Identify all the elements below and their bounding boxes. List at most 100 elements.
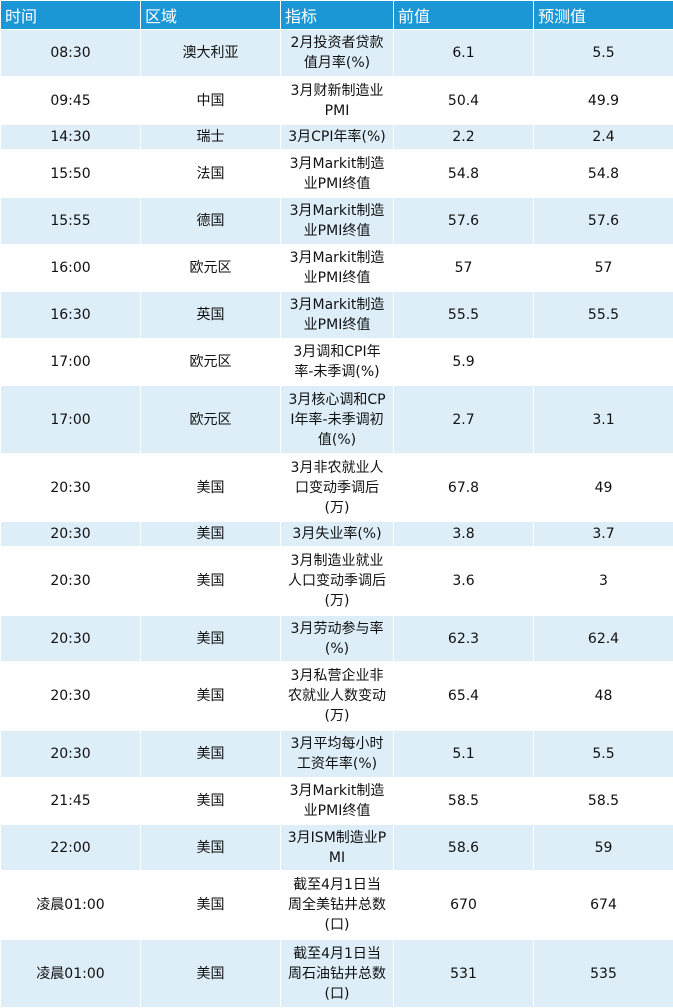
previous-cell: 67.8 <box>394 454 534 522</box>
time-cell: 17:00 <box>1 386 141 454</box>
forecast-cell: 57.6 <box>534 198 673 245</box>
previous-cell: 57 <box>394 245 534 292</box>
region-cell: 美国 <box>141 522 281 547</box>
time-cell: 16:00 <box>1 245 141 292</box>
indicator-cell: 3月Markit制造业PMI终值 <box>281 292 394 339</box>
previous-cell: 58.5 <box>394 778 534 825</box>
forecast-cell: 5.5 <box>534 30 673 77</box>
indicator-cell: 截至4月1日当周全美钻井总数(口) <box>281 871 394 940</box>
time-cell: 17:00 <box>1 339 141 386</box>
indicator-cell: 3月CPI年率(%) <box>281 125 394 150</box>
time-cell: 20:30 <box>1 616 141 662</box>
region-cell: 瑞士 <box>141 125 281 150</box>
region-cell: 美国 <box>141 778 281 825</box>
region-cell: 澳大利亚 <box>141 30 281 77</box>
time-cell: 20:30 <box>1 454 141 522</box>
forecast-cell: 3.1 <box>534 386 673 454</box>
previous-cell: 55.5 <box>394 292 534 339</box>
time-cell: 16:30 <box>1 292 141 339</box>
indicator-cell: 3月Markit制造业PMI终值 <box>281 198 394 245</box>
previous-cell: 58.6 <box>394 825 534 871</box>
previous-cell: 3.8 <box>394 522 534 547</box>
previous-cell: 57.6 <box>394 198 534 245</box>
previous-cell: 6.1 <box>394 30 534 77</box>
region-cell: 中国 <box>141 77 281 125</box>
time-cell: 20:30 <box>1 662 141 731</box>
region-cell: 美国 <box>141 940 281 1008</box>
header-cell: 区域 <box>141 1 281 30</box>
region-cell: 欧元区 <box>141 339 281 386</box>
previous-cell: 54.8 <box>394 150 534 198</box>
forecast-cell: 2.4 <box>534 125 673 150</box>
indicator-cell: 3月核心调和CPI年率-未季调初值(%) <box>281 386 394 454</box>
time-cell: 20:30 <box>1 547 141 616</box>
time-cell: 15:50 <box>1 150 141 198</box>
indicator-cell: 3月制造业就业人口变动季调后(万) <box>281 547 394 616</box>
forecast-cell <box>534 339 673 386</box>
region-cell: 美国 <box>141 871 281 940</box>
indicator-cell: 3月失业率(%) <box>281 522 394 547</box>
region-cell: 欧元区 <box>141 245 281 292</box>
forecast-cell: 59 <box>534 825 673 871</box>
time-cell: 凌晨01:00 <box>1 871 141 940</box>
time-cell: 20:30 <box>1 731 141 778</box>
forecast-cell: 674 <box>534 871 673 940</box>
forecast-cell: 55.5 <box>534 292 673 339</box>
forecast-cell: 57 <box>534 245 673 292</box>
forecast-cell: 62.4 <box>534 616 673 662</box>
time-cell: 08:30 <box>1 30 141 77</box>
header-cell: 指标 <box>281 1 394 30</box>
indicator-cell: 3月非农就业人口变动季调后(万) <box>281 454 394 522</box>
previous-cell: 5.1 <box>394 731 534 778</box>
indicator-cell: 3月Markit制造业PMI终值 <box>281 245 394 292</box>
time-cell: 14:30 <box>1 125 141 150</box>
indicator-cell: 3月Markit制造业PMI终值 <box>281 150 394 198</box>
indicator-cell: 2月投资者贷款值月率(%) <box>281 30 394 77</box>
header-cell: 预测值 <box>534 1 673 30</box>
time-cell: 凌晨01:00 <box>1 940 141 1008</box>
previous-cell: 2.7 <box>394 386 534 454</box>
forecast-cell: 49.9 <box>534 77 673 125</box>
previous-cell: 62.3 <box>394 616 534 662</box>
indicator-cell: 3月劳动参与率(%) <box>281 616 394 662</box>
previous-cell: 670 <box>394 871 534 940</box>
forecast-cell: 3.7 <box>534 522 673 547</box>
region-cell: 德国 <box>141 198 281 245</box>
previous-cell: 5.9 <box>394 339 534 386</box>
region-cell: 法国 <box>141 150 281 198</box>
indicator-cell: 3月ISM制造业PMI <box>281 825 394 871</box>
forecast-cell: 5.5 <box>534 731 673 778</box>
region-cell: 美国 <box>141 454 281 522</box>
previous-cell: 3.6 <box>394 547 534 616</box>
region-cell: 美国 <box>141 825 281 871</box>
forecast-cell: 535 <box>534 940 673 1008</box>
time-cell: 15:55 <box>1 198 141 245</box>
forecast-cell: 58.5 <box>534 778 673 825</box>
time-cell: 22:00 <box>1 825 141 871</box>
indicator-cell: 截至4月1日当周石油钻井总数(口) <box>281 940 394 1008</box>
forecast-cell: 3 <box>534 547 673 616</box>
previous-cell: 50.4 <box>394 77 534 125</box>
region-cell: 英国 <box>141 292 281 339</box>
header-cell: 前值 <box>394 1 534 30</box>
indicator-cell: 3月私营企业非农就业人数变动(万) <box>281 662 394 731</box>
header-cell: 时间 <box>1 1 141 30</box>
time-cell: 09:45 <box>1 77 141 125</box>
